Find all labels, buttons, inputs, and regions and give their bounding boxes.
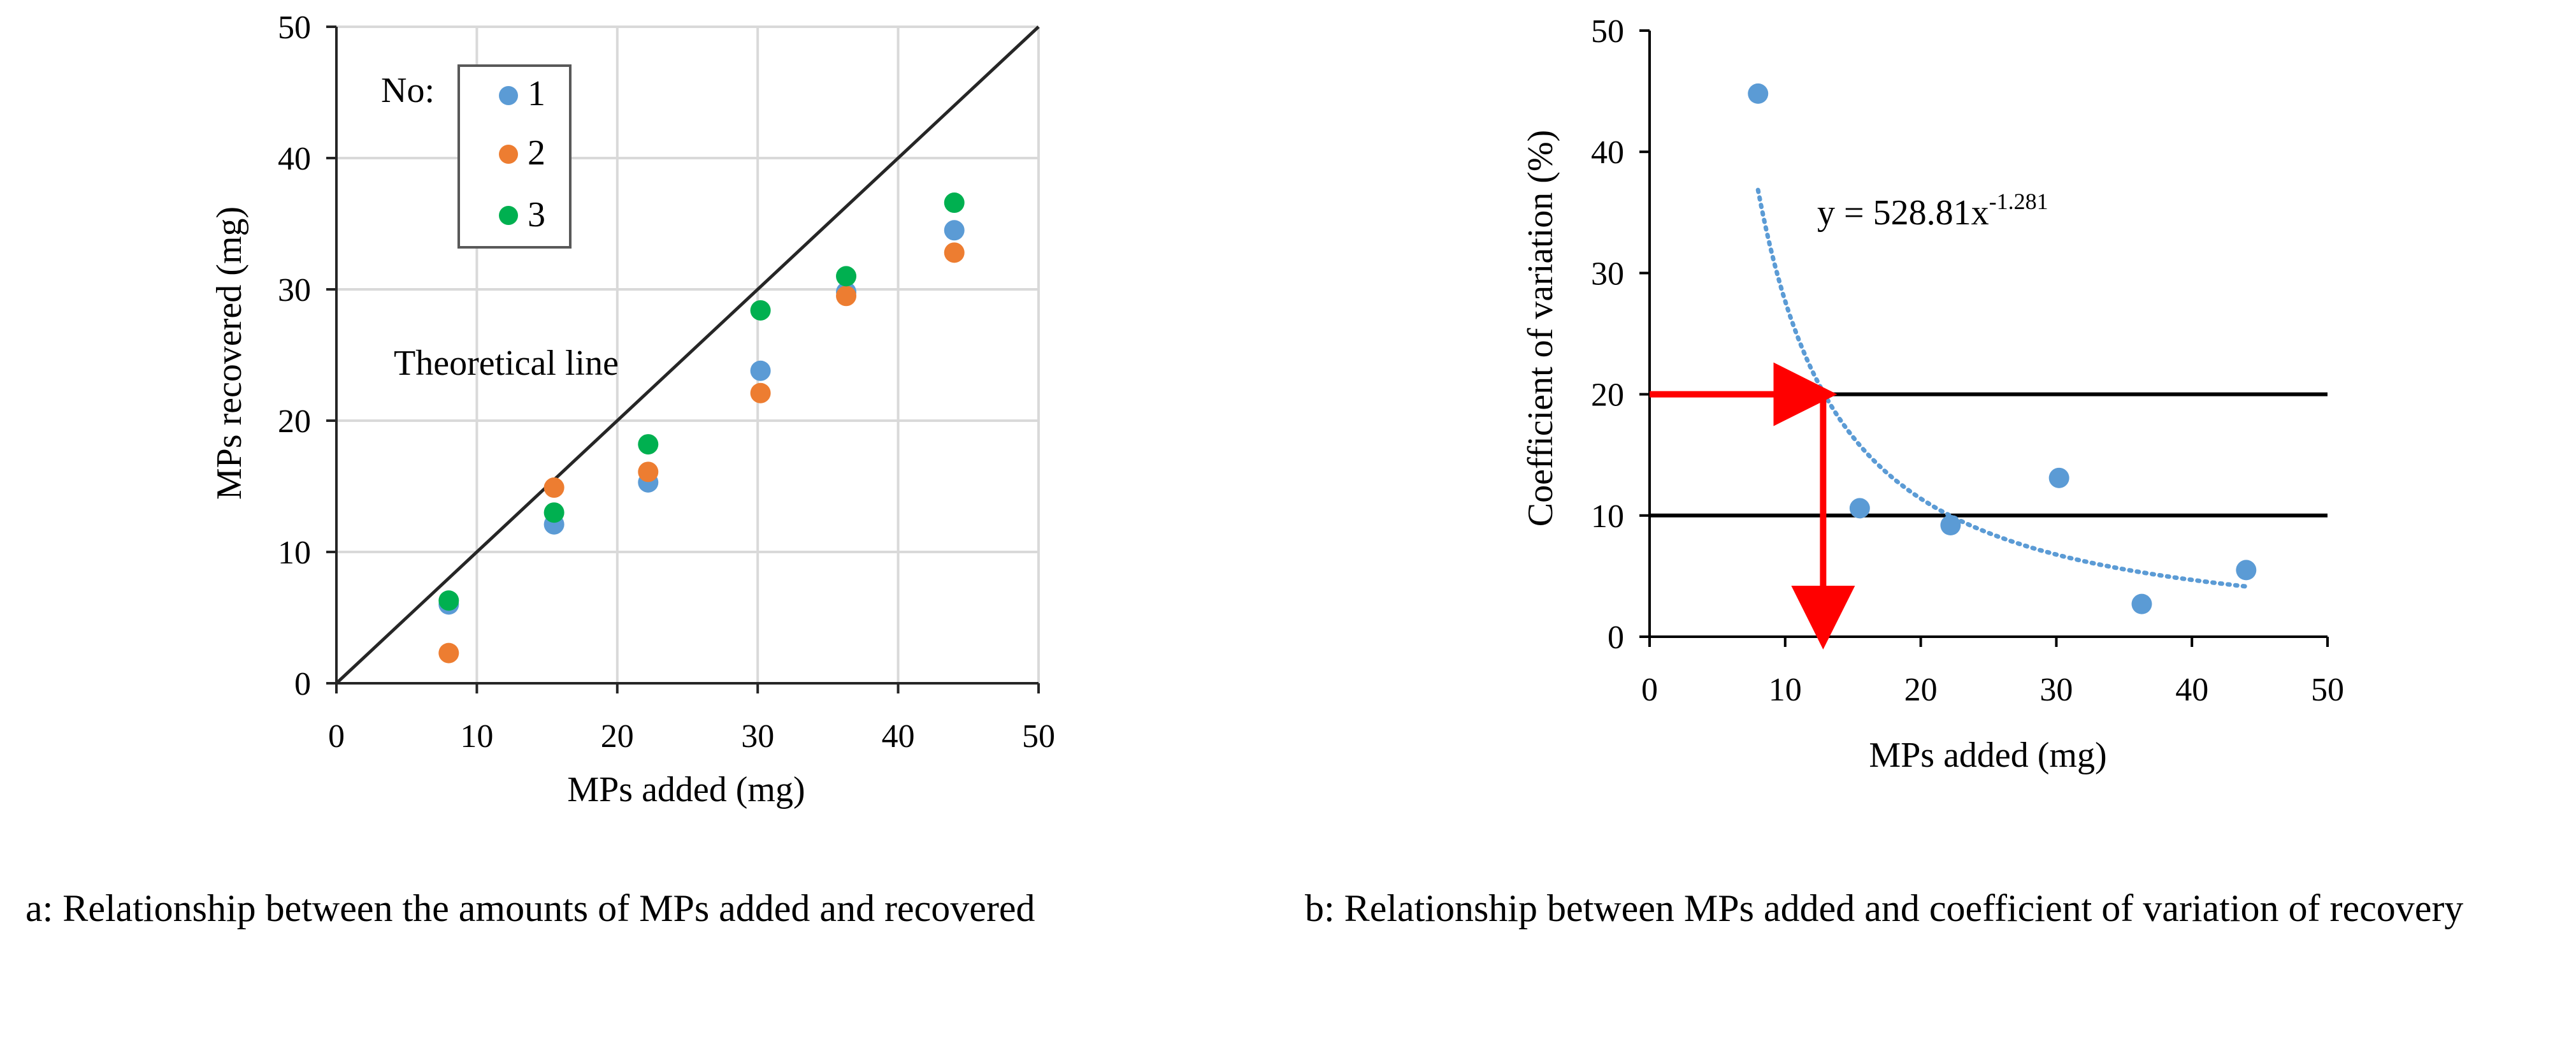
chart-a-theoretical-line-group: [335, 25, 1040, 685]
legend-title: No:: [381, 71, 435, 110]
chart-a-legend: No: 1 2 3: [381, 64, 572, 249]
y-tick-label: 20: [278, 403, 311, 440]
data-point-cv: [2048, 467, 2069, 488]
chart-b-data-points: [1748, 83, 2257, 614]
x-tick-label: 30: [741, 718, 774, 755]
caption-a: a: Relationship between the amounts of M…: [25, 887, 1035, 929]
x-tick-label: 10: [1769, 672, 1802, 708]
legend-label-3: 3: [528, 195, 545, 235]
y-tick-label: 30: [1591, 256, 1624, 292]
data-point-cv: [1748, 83, 1769, 104]
x-tick-label: 30: [2040, 672, 2073, 708]
x-tick-label: 0: [1641, 672, 1658, 708]
y-tick-label: 0: [294, 666, 311, 702]
x-tick-label: 50: [2311, 672, 2344, 708]
data-point-series-3: [750, 300, 771, 321]
y-tick-label: 50: [278, 10, 311, 46]
legend-label-2: 2: [528, 133, 545, 173]
chart-a-theoretical-line-label: Theoretical line: [394, 344, 619, 383]
data-point-cv: [1940, 515, 1961, 536]
data-point-series-3: [638, 434, 659, 455]
chart-a-gridlines: [336, 25, 1040, 683]
chart-b-tick-labels: 00 10 10 20 20 30 30 40 40 50 50: [1591, 13, 2344, 708]
data-point-series-2: [750, 382, 771, 403]
chart-a-y-axis-title: MPs recovered (mg): [210, 207, 249, 500]
x-tick-label: 0: [328, 718, 345, 755]
y-tick-label: 0: [1608, 620, 1624, 656]
data-point-series-3: [438, 590, 459, 611]
chart-a-x-axis-title: MPs added (mg): [567, 770, 805, 809]
legend-label-1: 1: [528, 74, 545, 113]
chart-b-threshold-lines: [1650, 392, 2328, 518]
caption-b: b: Relationship between MPs added and co…: [1305, 887, 2464, 929]
chart-a-axes: [326, 25, 1040, 693]
chart-b-red-arrow: [1650, 362, 1855, 649]
chart-a-tick-labels: 00 10 10 20 20 30 30 40 40 50 50: [278, 10, 1055, 755]
x-tick-label: 20: [1904, 672, 1938, 708]
data-point-series-3: [836, 266, 857, 287]
chart-b-y-axis-title: Coefficient of variation (%): [1521, 130, 1560, 527]
chart-b-cv-vs-added: 00 10 10 20 20 30 30 40 40 50 50 MPs added (mg) Co…: [1521, 13, 2344, 775]
y-tick-label: 40: [1591, 134, 1624, 171]
x-tick-label: 20: [601, 718, 634, 755]
theoretical-line: [335, 25, 1040, 685]
y-tick-label: 10: [278, 535, 311, 571]
legend-marker-2: [499, 145, 518, 164]
data-point-series-2: [944, 242, 965, 263]
chart-b-trendline-group: [1755, 187, 2249, 589]
chart-b-axes: [1639, 29, 2329, 647]
data-point-series-2: [438, 642, 459, 664]
data-point-series-3: [543, 502, 565, 523]
x-tick-label: 50: [1022, 718, 1055, 755]
y-tick-label: 10: [1591, 498, 1624, 535]
x-tick-label: 40: [882, 718, 915, 755]
power-trendline: [1755, 187, 2249, 589]
data-point-series-1: [750, 360, 771, 381]
data-point-series-2: [836, 286, 857, 307]
x-tick-label: 10: [460, 718, 493, 755]
data-point-series-2: [638, 461, 659, 482]
chart-a-recovered-vs-added: 00 10 10 20 20 30 30 40 40 50 50 MPs added (mg) MP…: [210, 10, 1055, 809]
chart-b-trendline-equation: y = 528.81x-1.281: [1817, 189, 2048, 233]
legend-marker-1: [499, 86, 518, 105]
data-point-series-3: [944, 192, 965, 214]
y-tick-label: 30: [278, 272, 311, 308]
legend-marker-3: [499, 206, 518, 225]
y-tick-label: 20: [1591, 377, 1624, 414]
data-point-cv: [1849, 498, 1870, 519]
data-point-cv: [2131, 593, 2152, 614]
x-tick-label: 40: [2175, 672, 2208, 708]
chart-b-x-axis-title: MPs added (mg): [1869, 736, 2106, 775]
y-tick-label: 40: [278, 141, 311, 177]
data-point-cv: [2236, 560, 2257, 581]
chart-a-data-points: [438, 192, 965, 664]
data-point-series-2: [543, 477, 565, 498]
data-point-series-1: [944, 220, 965, 241]
y-tick-label: 50: [1591, 13, 1624, 50]
